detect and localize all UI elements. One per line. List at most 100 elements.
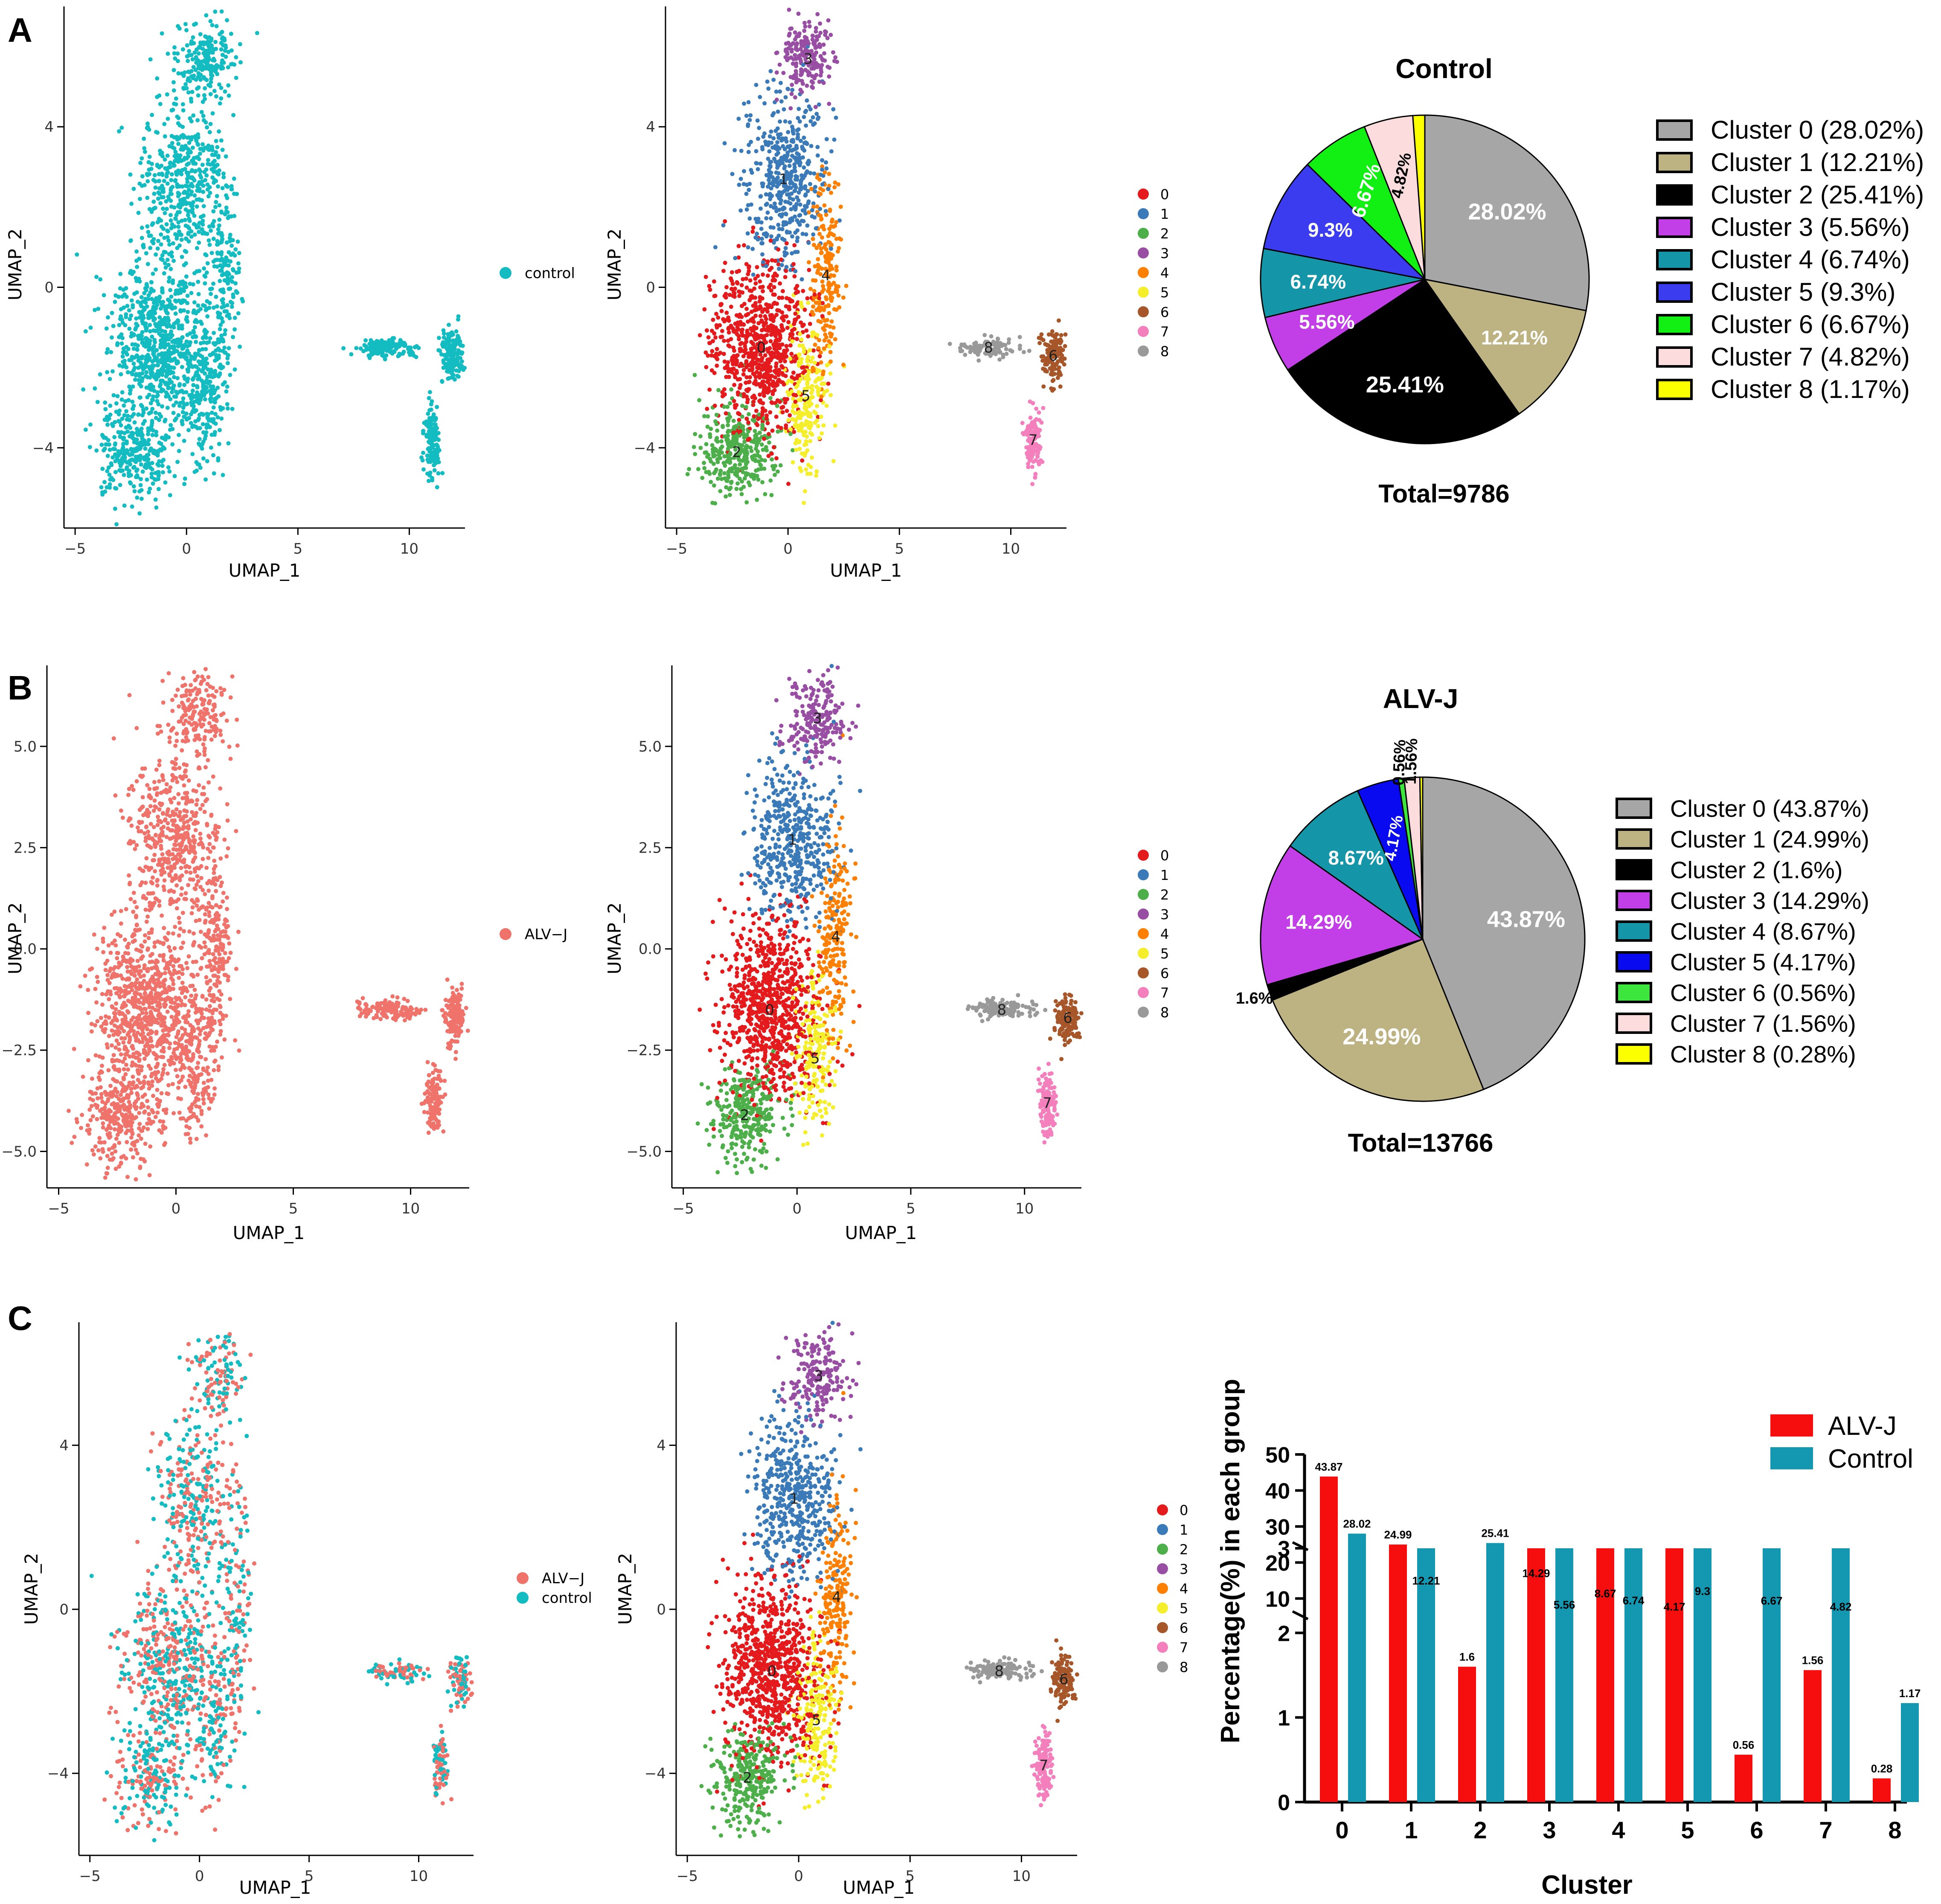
umap-point — [231, 268, 236, 273]
umap-point — [710, 349, 715, 354]
umap-point — [746, 245, 750, 250]
umap-point — [168, 493, 172, 497]
umap-point — [767, 134, 772, 139]
umap-point — [137, 442, 142, 446]
umap-point — [153, 179, 158, 184]
umap-point — [834, 237, 839, 241]
umap-point — [125, 439, 129, 444]
umap-point — [720, 444, 724, 449]
umap-point — [99, 485, 104, 490]
umap-point — [157, 418, 161, 422]
umap-point — [227, 93, 231, 98]
umap-point — [753, 304, 758, 309]
umap-point — [426, 479, 431, 483]
umap-point — [174, 299, 178, 304]
umap-point — [793, 311, 798, 316]
umap-point — [206, 143, 211, 148]
umap-point — [825, 389, 829, 393]
umap-point — [103, 400, 108, 405]
umap-point — [145, 224, 150, 229]
umap-point — [169, 213, 173, 218]
umap-point — [140, 319, 145, 323]
umap-point — [792, 204, 796, 209]
umap-point — [765, 210, 770, 215]
umap-point — [749, 294, 753, 299]
umap-point — [824, 30, 828, 34]
umap-point — [178, 300, 183, 305]
umap-point — [799, 421, 804, 426]
umap-point — [427, 390, 432, 395]
umap-point — [151, 328, 156, 333]
umap-point — [437, 336, 441, 340]
umap-point — [177, 449, 181, 453]
umap-point — [698, 446, 703, 450]
umap-point — [163, 211, 167, 215]
umap-point — [220, 29, 224, 34]
umap-point — [198, 307, 203, 311]
umap-point — [419, 455, 424, 460]
umap-point — [221, 297, 225, 302]
umap-point — [817, 354, 822, 359]
umap-point — [228, 299, 233, 304]
umap-point — [741, 372, 746, 377]
umap-point — [769, 234, 773, 239]
umap-point — [724, 285, 729, 290]
umap-point — [383, 340, 387, 345]
umap-point — [769, 400, 774, 405]
umap-point — [184, 274, 189, 279]
umap-point — [171, 281, 175, 285]
umap-point — [166, 279, 171, 284]
umap-point — [219, 416, 224, 421]
umap-point — [798, 377, 803, 382]
umap-point — [154, 130, 158, 134]
umap-point — [138, 197, 142, 201]
umap-point — [210, 145, 214, 149]
umap-point — [685, 472, 690, 476]
umap-point — [808, 471, 813, 476]
umap-point — [216, 227, 221, 232]
umap-point — [1056, 318, 1061, 323]
umap-point — [448, 331, 453, 336]
umap-point — [727, 493, 732, 497]
umap-point — [131, 484, 136, 489]
umap-point — [803, 67, 808, 72]
x-axis-title: UMAP_1 — [229, 560, 301, 581]
umap-point — [156, 450, 160, 455]
umap-point — [805, 359, 810, 363]
umap-point — [222, 345, 227, 350]
umap-point — [110, 335, 114, 340]
umap-point — [782, 189, 787, 194]
umap-point — [145, 262, 150, 267]
umap-point — [783, 275, 787, 279]
umap-point — [159, 360, 163, 364]
umap-point — [742, 169, 747, 174]
umap-point — [200, 336, 205, 340]
umap-point — [798, 202, 802, 207]
umap-point — [793, 53, 797, 58]
umap-point — [756, 366, 761, 371]
umap-point — [214, 94, 218, 99]
umap-point — [785, 241, 789, 246]
umap-point — [139, 496, 144, 501]
umap-point — [447, 345, 451, 350]
umap-point — [148, 233, 153, 238]
umap-point — [765, 79, 770, 84]
umap-point — [182, 263, 186, 267]
umap-point — [738, 177, 743, 181]
umap-point — [819, 350, 823, 355]
umap-point — [796, 158, 800, 163]
umap-point — [143, 446, 148, 451]
umap-point — [1035, 453, 1040, 458]
umap-point — [737, 183, 741, 187]
umap-point — [215, 304, 219, 309]
umap-point — [162, 271, 166, 276]
umap-point — [161, 195, 166, 200]
umap-point — [163, 134, 167, 139]
umap-point — [196, 142, 200, 147]
umap-point — [131, 303, 135, 308]
umap-point — [805, 434, 809, 439]
umap-point — [726, 338, 730, 343]
umap-point — [776, 233, 781, 238]
umap-point — [150, 113, 154, 117]
